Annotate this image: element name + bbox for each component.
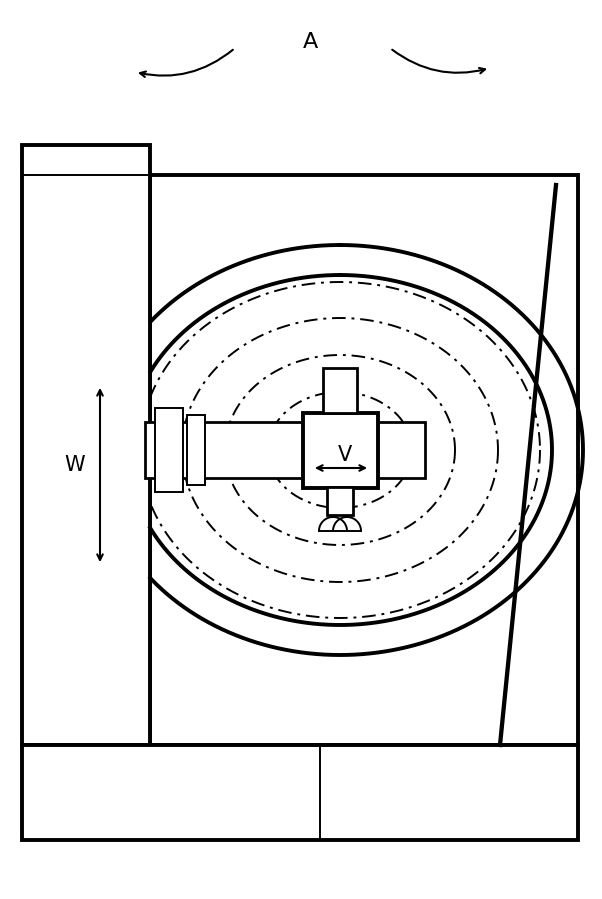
Bar: [145, 422, 425, 478]
Bar: [323, 368, 357, 413]
Bar: [155, 408, 183, 492]
Text: A: A: [302, 32, 318, 52]
Bar: [327, 487, 353, 515]
Text: W: W: [64, 455, 85, 475]
Bar: [303, 413, 378, 488]
Bar: [22, 145, 150, 745]
Text: V: V: [338, 445, 352, 465]
Bar: [187, 415, 205, 485]
Bar: [150, 175, 578, 745]
Bar: [22, 745, 578, 840]
